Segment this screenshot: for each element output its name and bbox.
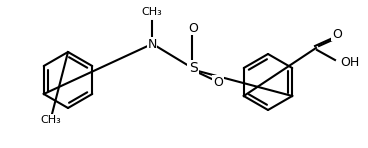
- Text: CH₃: CH₃: [40, 115, 61, 125]
- Text: N: N: [147, 37, 157, 50]
- Text: S: S: [189, 61, 197, 75]
- Text: OH: OH: [340, 56, 359, 69]
- Text: O: O: [188, 21, 198, 34]
- Text: CH₃: CH₃: [142, 7, 162, 17]
- Text: O: O: [332, 28, 342, 41]
- Text: O: O: [213, 75, 223, 89]
